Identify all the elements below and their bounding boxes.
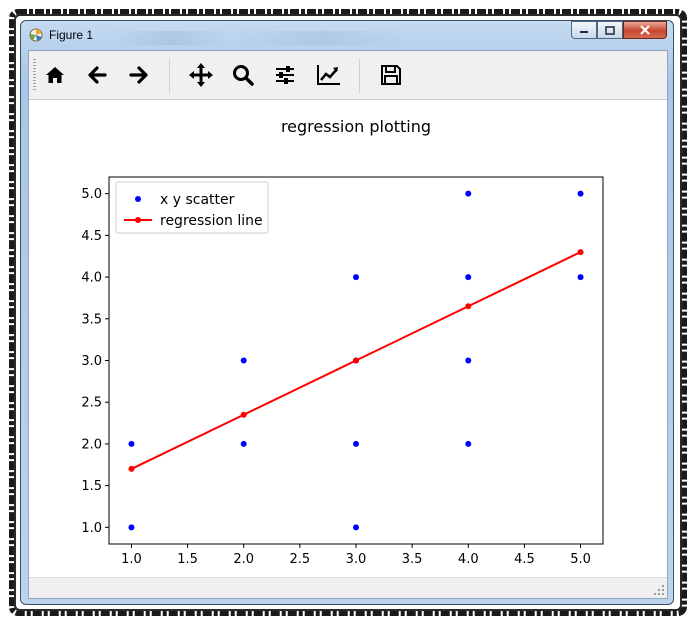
close-icon <box>640 25 650 35</box>
chart-title: regression plotting <box>281 117 431 136</box>
title-bar[interactable]: Figure 1 <box>21 21 673 49</box>
figure-window: Figure 1 <box>20 20 674 605</box>
regression-line-marker <box>465 303 472 310</box>
minimize-icon <box>580 31 588 33</box>
back-arrow-icon <box>88 66 107 84</box>
y-tick-label: 1.0 <box>81 521 102 536</box>
window-title: Figure 1 <box>49 28 94 42</box>
y-tick-label: 2.0 <box>81 437 102 452</box>
matplotlib-app-icon <box>29 28 43 42</box>
regression-line-marker <box>577 249 584 256</box>
close-button[interactable] <box>623 21 667 39</box>
y-tick-label: 4.5 <box>81 229 102 244</box>
x-tick-label: 4.0 <box>458 552 479 567</box>
y-tick-label: 3.5 <box>81 312 102 327</box>
legend-line-marker <box>135 217 141 223</box>
scatter-point <box>353 274 359 281</box>
home-icon <box>46 67 64 83</box>
figure-canvas[interactable]: regression plotting 1.0 1.5 2.0 2.5 3.0 3.5 4.… <box>29 100 667 578</box>
regression-chart[interactable]: regression plotting 1.0 1.5 2.0 2.5 3.0 3.5 4.… <box>29 100 667 578</box>
toolbar-separator <box>359 59 360 93</box>
x-tick-label: 3.5 <box>402 552 423 567</box>
scatter-point <box>353 440 359 447</box>
regression-line-marker <box>353 357 359 364</box>
forward-arrow-icon <box>129 66 148 84</box>
scatter-point <box>577 274 584 281</box>
back-button[interactable] <box>83 61 111 89</box>
x-tick-label: 4.5 <box>514 552 535 567</box>
home-button[interactable] <box>41 61 69 89</box>
save-icon <box>381 65 401 85</box>
toolbar-separator <box>169 59 170 93</box>
resize-grip-icon[interactable] <box>653 584 665 596</box>
scatter-point <box>128 524 135 531</box>
scatter-point <box>577 190 584 197</box>
y-tick-label: 5.0 <box>81 187 102 202</box>
scatter-point <box>465 357 472 364</box>
save-button[interactable] <box>377 61 405 89</box>
navigation-toolbar <box>29 51 667 100</box>
edit-axis-button[interactable] <box>315 61 343 89</box>
regression-line-marker <box>240 411 247 418</box>
x-tick-label: 2.5 <box>290 552 311 567</box>
legend-box <box>115 181 269 234</box>
y-tick-label: 1.5 <box>81 479 102 494</box>
x-tick-label: 5.0 <box>570 552 591 567</box>
scatter-point <box>240 357 247 364</box>
plot-area: 1.0 1.5 2.0 2.5 3.0 3.5 4.0 4.5 5.0 1.0 1.5 2.0 2.5 3… <box>81 176 604 567</box>
x-tick-label: 1.0 <box>121 552 142 567</box>
regression-line-marker <box>128 465 135 472</box>
scatter-point <box>465 274 472 281</box>
scatter-point <box>465 440 472 447</box>
scatter-point <box>465 190 472 197</box>
maximize-icon <box>605 25 615 35</box>
y-tick-label: 3.0 <box>81 354 102 369</box>
configure-subplots-button[interactable] <box>271 61 299 89</box>
status-bar <box>29 577 667 598</box>
x-tick-label: 3.0 <box>346 552 367 567</box>
configure-subplots-icon <box>276 66 294 84</box>
x-tick-label: 1.5 <box>177 552 198 567</box>
zoom-icon <box>233 65 254 86</box>
y-tick-label: 4.0 <box>81 271 102 286</box>
window-client-area: regression plotting 1.0 1.5 2.0 2.5 3.0 3.5 4.… <box>28 50 668 599</box>
pan-icon <box>189 63 213 87</box>
title-bar-reflection <box>111 31 411 45</box>
zoom-button[interactable] <box>229 61 257 89</box>
scatter-point <box>128 440 135 447</box>
x-tick-label: 2.0 <box>233 552 254 567</box>
pan-button[interactable] <box>187 61 215 89</box>
y-tick-label: 2.5 <box>81 396 102 411</box>
scatter-point <box>240 440 247 447</box>
maximize-button[interactable] <box>597 21 623 39</box>
legend-scatter-swatch <box>135 196 141 202</box>
toolbar-grip[interactable] <box>33 59 36 91</box>
legend-label: x y scatter <box>160 192 235 208</box>
scatter-point <box>353 524 359 531</box>
edit-axis-icon <box>317 65 340 85</box>
forward-button[interactable] <box>125 61 153 89</box>
legend-label: regression line <box>160 213 263 229</box>
minimize-button[interactable] <box>571 21 597 39</box>
